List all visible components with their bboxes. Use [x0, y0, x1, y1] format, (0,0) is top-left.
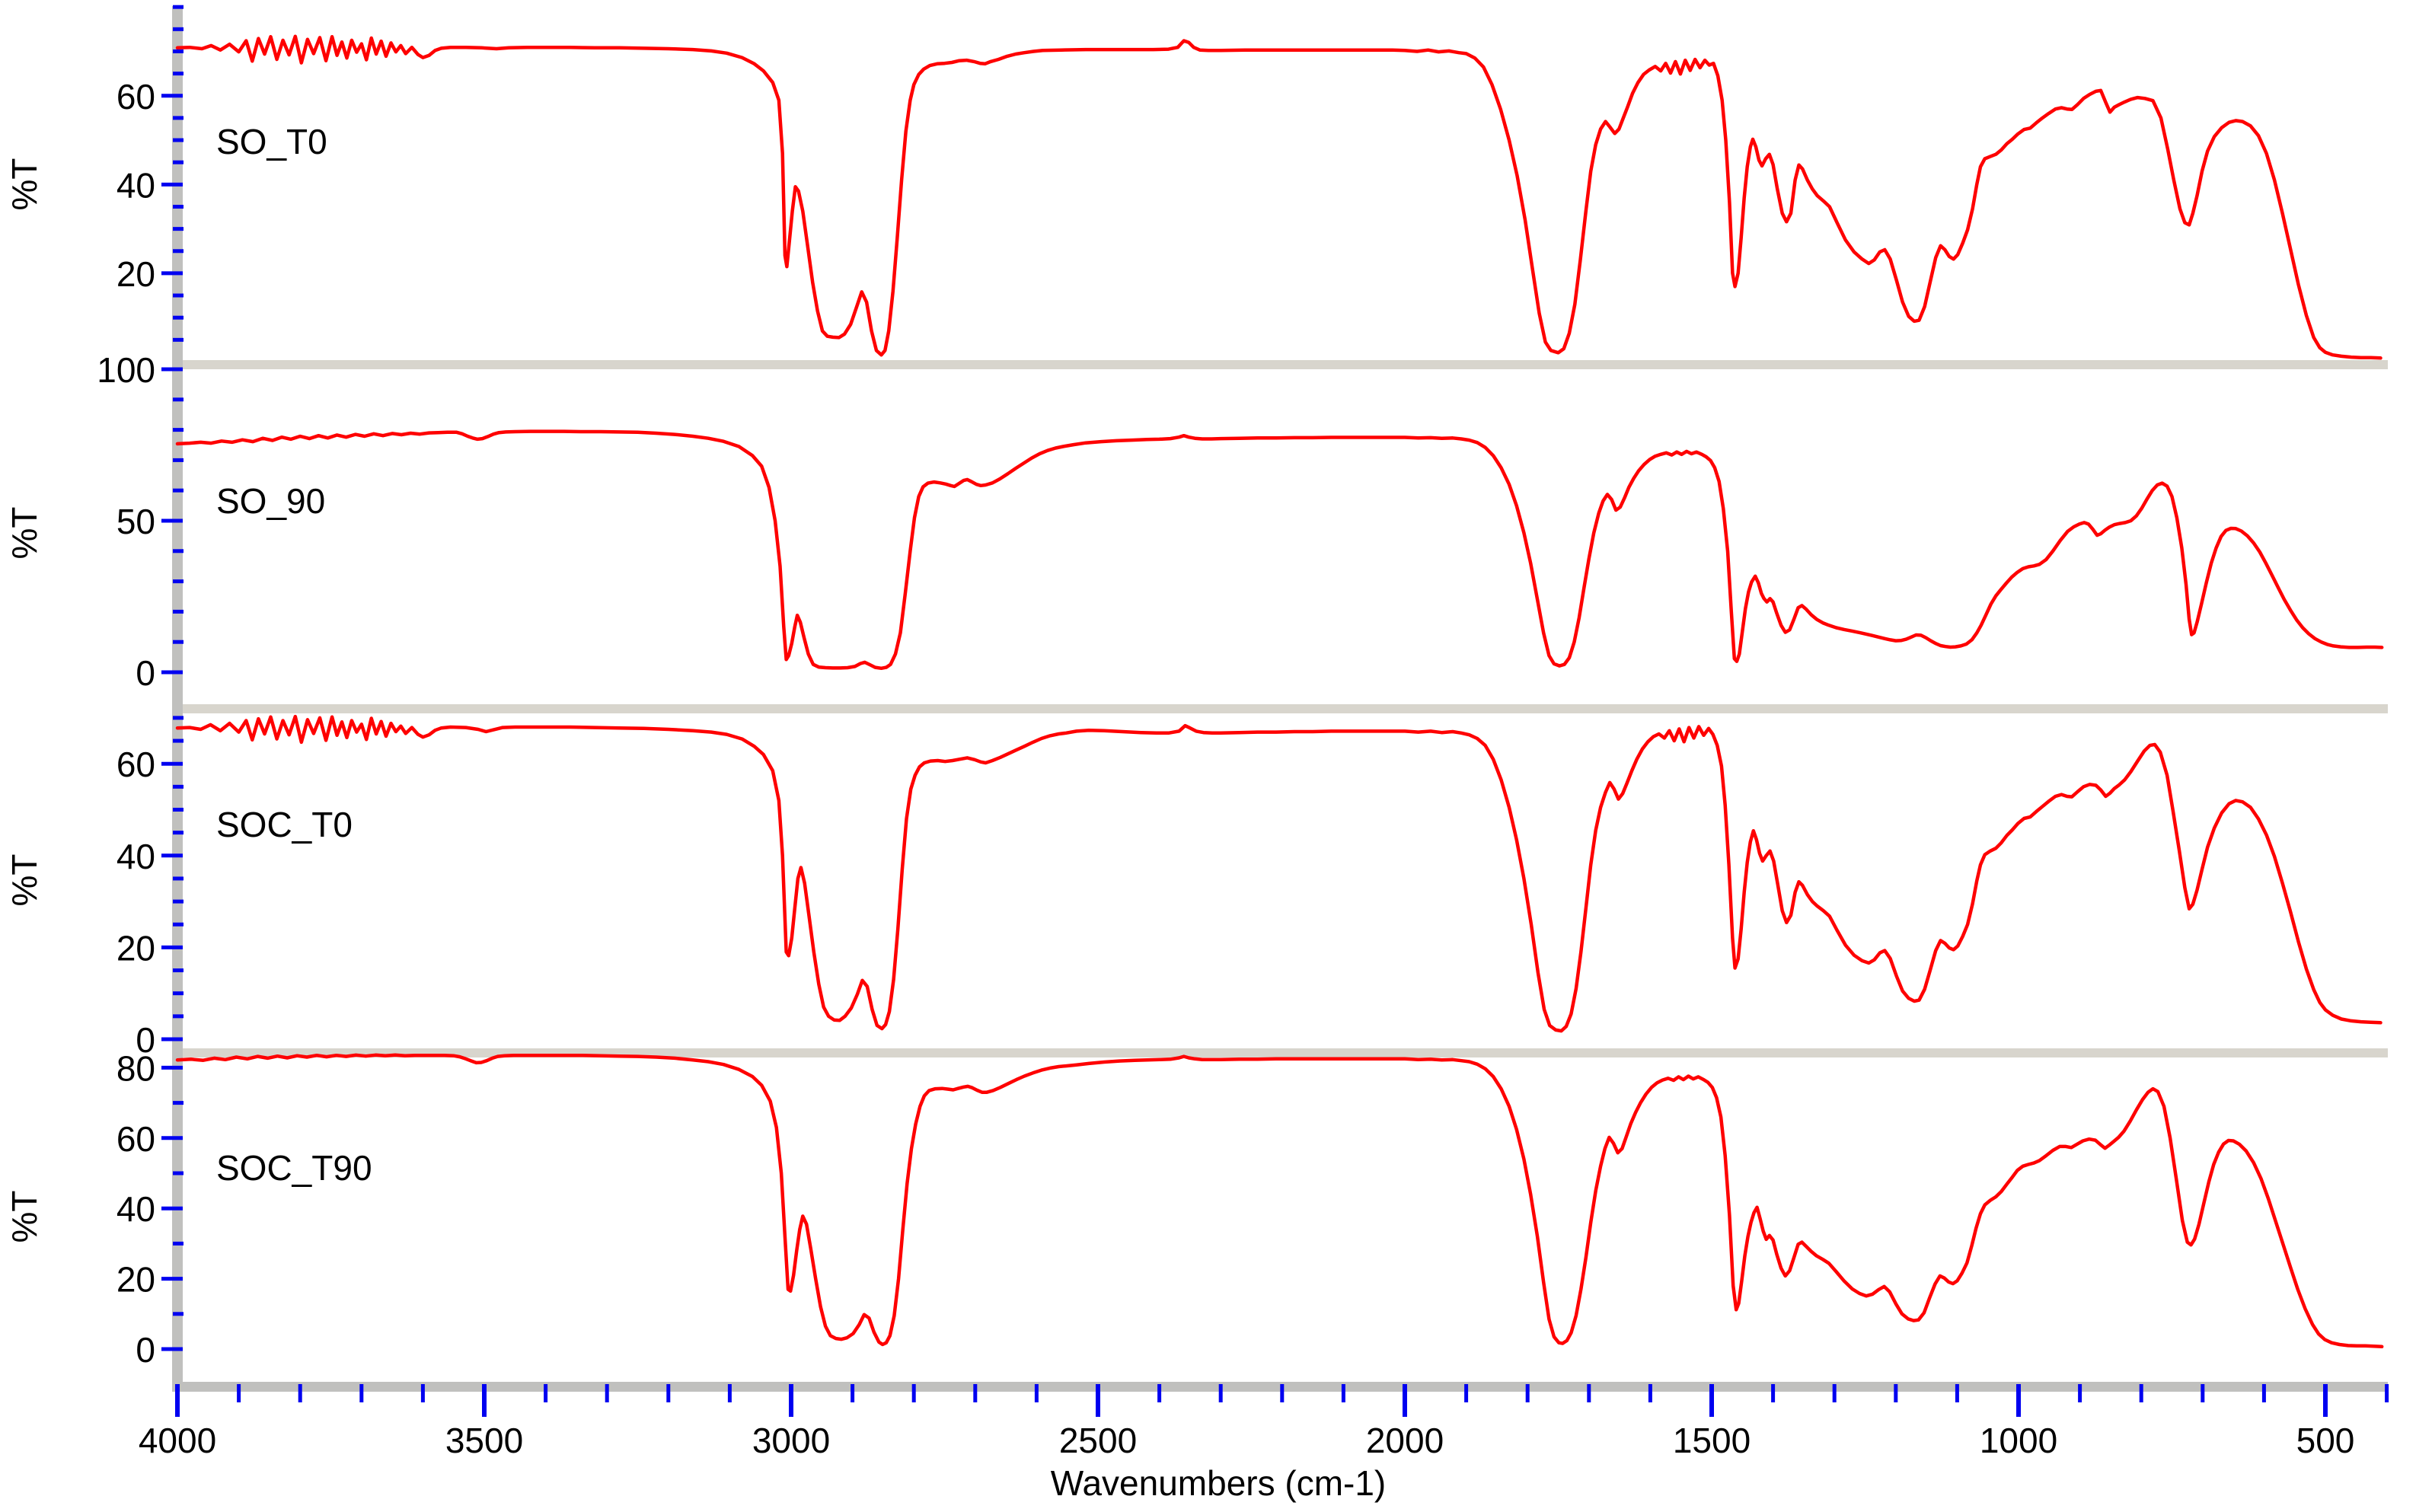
y-tick-label: 0: [136, 1330, 155, 1370]
spectrum-panel-SOC_T90: 80 60 40 20 0 %T SOC_T90: [5, 1048, 2384, 1370]
x-tick-label: 4000: [139, 1421, 216, 1460]
spectrum-panel-SO_T0: 60 40 20 %T SO_T0: [5, 5, 2382, 360]
y-tick-label: 60: [116, 1119, 155, 1159]
x-tick-label: 3000: [752, 1421, 830, 1460]
panel-separator-2: [180, 704, 2388, 713]
x-tick-label: 2000: [1366, 1421, 1444, 1460]
spectrum-line-SOC_T90: [175, 1053, 2384, 1349]
x-tick-label: 2500: [1059, 1421, 1137, 1460]
y-tick-label: 20: [116, 928, 155, 968]
y-tick-label: 100: [97, 350, 155, 390]
x-tick-label: 1500: [1673, 1421, 1751, 1460]
x-tick-label: 500: [2296, 1421, 2355, 1460]
panel-separator-1: [180, 360, 2388, 369]
x-axis: 4000 3500 3000 2500 2000 1500 1000 500 Wavenumbe…: [139, 1384, 2389, 1503]
y-tick-label: 0: [136, 653, 155, 693]
y-axis-title: %T: [5, 854, 44, 907]
spectrum-line-SOC_T0: [175, 714, 2382, 1033]
y-tick-label: 80: [116, 1048, 155, 1088]
panel-label-SOC_T90: SOC_T90: [216, 1148, 372, 1188]
panel-label-SO_90: SO_90: [216, 481, 325, 521]
x-axis-title: Wavenumbers (cm-1): [1051, 1463, 1386, 1503]
y-tick-label: 20: [116, 1260, 155, 1300]
y-tick-label: 50: [116, 502, 155, 541]
y-tick-label: 0: [136, 1020, 155, 1060]
y-tick-label: 60: [116, 745, 155, 784]
spectrum-line-SO_90: [175, 429, 2384, 671]
y-axis-spine: [172, 6, 183, 1392]
y-axis-title: %T: [5, 158, 44, 211]
y-tick-label: 40: [116, 165, 155, 205]
y-axis-title: %T: [5, 1191, 44, 1243]
spectrum-panel-SOC_T0: 60 40 20 0 %T SOC_T0: [5, 714, 2382, 1060]
panel-separator-3: [180, 1048, 2388, 1057]
x-tick-label: 3500: [445, 1421, 523, 1460]
y-axis-title: %T: [5, 507, 44, 560]
spectrum-line-SO_T0: [175, 34, 2382, 360]
panel-label-SOC_T0: SOC_T0: [216, 805, 353, 844]
panel-label-SO_T0: SO_T0: [216, 122, 327, 161]
x-axis-bar: [172, 1382, 2388, 1392]
y-tick-label: 40: [116, 1189, 155, 1229]
y-tick-label: 40: [116, 837, 155, 876]
spectrum-panel-SO_90: 100 50 0 %T SO_90: [5, 350, 2384, 693]
x-tick-label: 1000: [1980, 1421, 2057, 1460]
y-tick-label: 20: [116, 254, 155, 294]
y-tick-label: 60: [116, 77, 155, 116]
